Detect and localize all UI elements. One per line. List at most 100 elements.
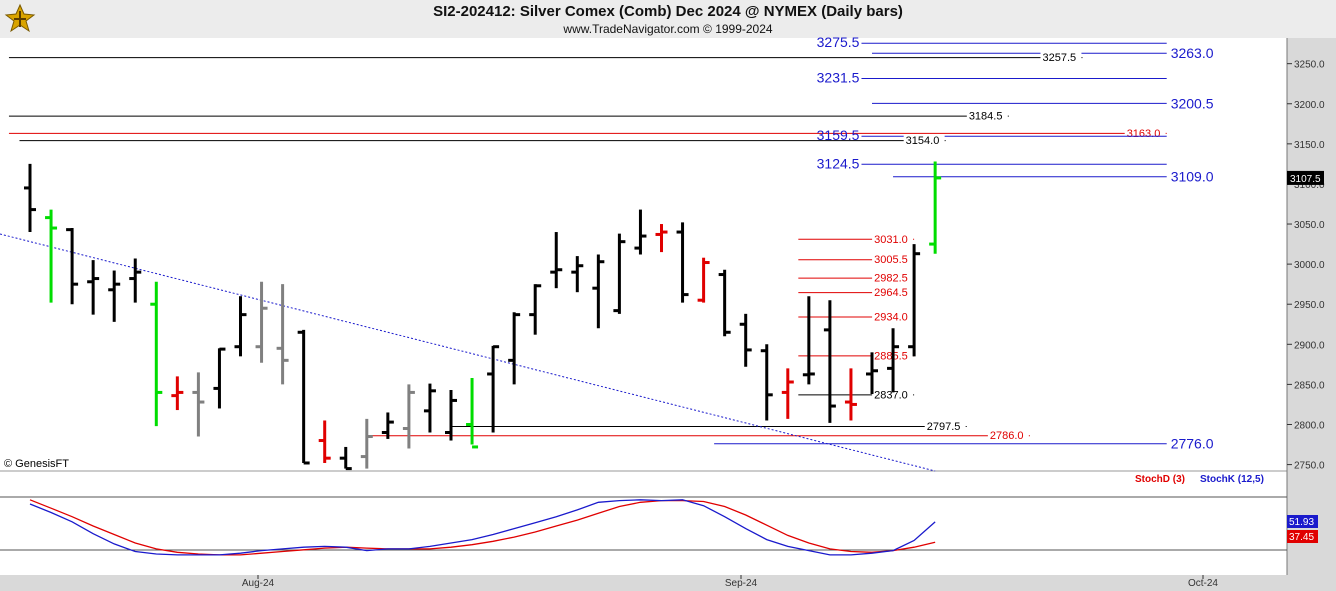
- stochastic-panel: StochD (3) StochK (12,5) 51.93 37.45: [0, 474, 1318, 556]
- ohlc-bar: [592, 254, 605, 329]
- stochastic-d-legend: StochD (3): [1135, 474, 1185, 485]
- ohlc-bar: [87, 260, 100, 315]
- ohlc-bar: [234, 296, 247, 357]
- ohlc-bar: [171, 376, 184, 411]
- price-tick-label: 3150.0: [1294, 140, 1325, 151]
- stochastic-d-value-box: [1287, 530, 1318, 543]
- level-label: 2797.5: [927, 421, 961, 433]
- level-label-background: [872, 271, 914, 285]
- level-label-background: [966, 109, 1008, 123]
- level-label: 2786.0: [990, 430, 1024, 442]
- ohlc-bar: [760, 344, 773, 421]
- price-tick-label: 2950.0: [1294, 300, 1325, 311]
- ohlc-bar: [634, 209, 647, 255]
- ohlc-bar: [192, 372, 205, 437]
- level-label-background: [1040, 51, 1082, 65]
- ohlc-bar: [129, 258, 142, 303]
- price-tick-label: 3100.0: [1294, 180, 1325, 191]
- ohlc-bar: [381, 412, 394, 439]
- level-label: 2837.0: [874, 389, 908, 401]
- level-label-background: [903, 134, 945, 148]
- ohlc-bar: [613, 233, 626, 314]
- trendline: [0, 233, 936, 472]
- level-label: 2982.5: [874, 273, 908, 285]
- ohlc-bar: [739, 313, 752, 367]
- ohlc-bar: [45, 209, 58, 303]
- level-label: 3263.0: [1171, 45, 1214, 61]
- ohlc-bar: [508, 312, 521, 385]
- time-axis-panel: [0, 575, 1336, 591]
- ohlc-bar: [423, 383, 436, 433]
- time-tick-label: Aug-24: [242, 578, 275, 589]
- ohlc-bar: [676, 222, 689, 303]
- time-tick-label: Sep-24: [725, 578, 758, 589]
- ohlc-bar: [339, 446, 352, 471]
- price-axis-panel: [1287, 38, 1336, 575]
- level-label: 3154.0: [906, 135, 940, 147]
- ohlc-bar: [445, 390, 457, 441]
- stochastic-k-value-box: [1287, 515, 1318, 528]
- time-axis: Aug-24 Sep-24 Oct-24: [242, 575, 1218, 589]
- price-tick-label: 2850.0: [1294, 380, 1325, 391]
- chart-title: SI2-202412: Silver Comex (Comb) Dec 2024…: [433, 3, 903, 20]
- chart-header: [0, 0, 1336, 38]
- level-label-background: [872, 232, 914, 246]
- ohlc-bar: [297, 329, 310, 465]
- level-label: 2934.0: [874, 312, 908, 324]
- last-price-label: 3107.5: [1290, 174, 1321, 185]
- ohlc-bar: [24, 163, 36, 233]
- ohlc-bar: [929, 161, 942, 254]
- level-lines: 3275.5 3263.0 3257.5 3231.5 3200.5 3184.5 3163…: [8, 34, 1220, 452]
- price-tick-label: 3250.0: [1294, 60, 1325, 71]
- chart-subtitle: www.TradeNavigator.com © 1999-2024: [563, 22, 773, 36]
- level-label-background: [1168, 95, 1220, 112]
- level-label: 3005.5: [874, 254, 908, 266]
- ohlc-bar: [802, 296, 815, 385]
- ohlc-bar: [844, 368, 857, 421]
- ohlc-bar: [781, 368, 794, 419]
- stochastic-k-legend: StochK (12,5): [1200, 474, 1264, 485]
- level-label: 2885.5: [874, 350, 908, 362]
- ohlc-bar: [697, 257, 710, 303]
- ohlc-bar: [402, 384, 415, 449]
- stochastic-k-value: 51.93: [1289, 517, 1314, 528]
- ohlc-bar: [466, 377, 479, 449]
- price-tick-label: 3050.0: [1294, 220, 1325, 231]
- level-label: 2964.5: [874, 287, 908, 299]
- level-label: 3275.5: [817, 34, 860, 50]
- level-label-background: [1168, 168, 1220, 185]
- price-tick-label: 3200.0: [1294, 100, 1325, 111]
- stochastic-d-value: 37.45: [1289, 532, 1314, 543]
- level-label-background: [1168, 45, 1220, 62]
- level-label: 3031.0: [874, 234, 908, 246]
- level-label: 3163.0: [1127, 128, 1161, 140]
- ohlc-bar: [550, 232, 563, 289]
- level-label: 3200.5: [1171, 95, 1214, 111]
- time-tick-label: Oct-24: [1188, 578, 1218, 589]
- ohlc-bar: [529, 284, 542, 335]
- ohlc-bar: [655, 224, 668, 253]
- last-price-marker: [1287, 170, 1324, 185]
- ohlc-bar: [66, 228, 79, 305]
- ohlc-bar: [887, 328, 900, 393]
- level-label: 3159.5: [817, 127, 860, 143]
- level-label: 3231.5: [817, 69, 860, 85]
- level-label: 3109.0: [1171, 169, 1214, 185]
- level-label: 3184.5: [969, 111, 1003, 123]
- ohlc-bar: [150, 281, 163, 427]
- ohlc-bar: [823, 300, 836, 423]
- price-tick-label: 2900.0: [1294, 340, 1325, 351]
- stochastic-k-line: [29, 499, 936, 556]
- level-label-background: [987, 429, 1029, 443]
- stochastic-label-strip: [0, 471, 1287, 487]
- ohlc-bar: [276, 284, 289, 385]
- ohlc-bar: [487, 345, 500, 433]
- ohlc-bar: [213, 347, 226, 409]
- ohlc-bar: [360, 418, 373, 469]
- ohlc-bars: [24, 161, 942, 471]
- stochastic-d-line: [29, 499, 936, 556]
- level-label-background: [924, 419, 966, 433]
- level-label-background: [872, 286, 914, 300]
- trade-navigator-logo-icon: [4, 3, 36, 33]
